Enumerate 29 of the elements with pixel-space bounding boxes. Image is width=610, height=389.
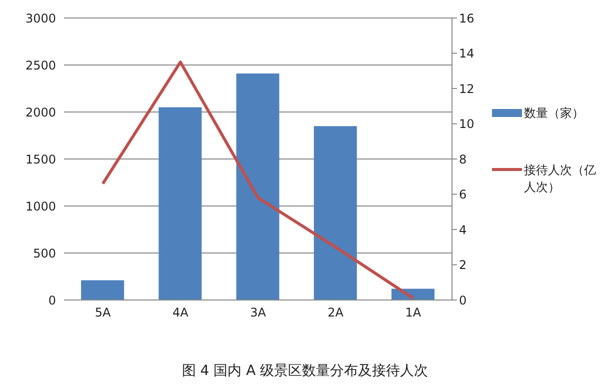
y2-tick-label: 10 bbox=[459, 117, 474, 132]
y-tick-label: 2500 bbox=[25, 58, 56, 72]
x-tick-label: 5A bbox=[94, 306, 112, 320]
y-tick-label: 500 bbox=[33, 246, 56, 260]
bar bbox=[314, 126, 357, 300]
y2-tick-label: 0 bbox=[459, 293, 467, 308]
line-series bbox=[101, 60, 415, 300]
x-tick-label: 1A bbox=[405, 306, 422, 320]
y2-tick-label: 2 bbox=[459, 258, 467, 272]
y2-tick-label: 16 bbox=[459, 11, 474, 26]
y2-tick-label: 8 bbox=[459, 152, 467, 166]
bar bbox=[236, 73, 280, 300]
x-tick-label: 4A bbox=[172, 306, 190, 320]
y2-tick-label: 6 bbox=[459, 188, 467, 202]
y2-tick-label: 14 bbox=[459, 46, 474, 61]
y-tick-label: 0 bbox=[48, 293, 56, 308]
bar bbox=[81, 280, 124, 300]
y2-tick-label: 12 bbox=[459, 82, 474, 96]
y-tick-label: 1500 bbox=[25, 152, 56, 166]
x-tick-label: 2A bbox=[328, 306, 344, 320]
y-tick-label: 1000 bbox=[25, 199, 56, 214]
y-tick-label: 3000 bbox=[25, 11, 56, 26]
y-tick-label: 2000 bbox=[25, 105, 56, 120]
legend-label: 数量（家） bbox=[524, 104, 584, 122]
x-tick-label: 3A bbox=[250, 306, 267, 320]
text: 图 4 国内 A 级景区数量分布及接待人次 bbox=[180, 362, 430, 380]
y2-tick-label: 4 bbox=[459, 222, 467, 237]
legend-label: 接待人次（亿人次） bbox=[524, 162, 597, 196]
bar bbox=[158, 107, 202, 300]
